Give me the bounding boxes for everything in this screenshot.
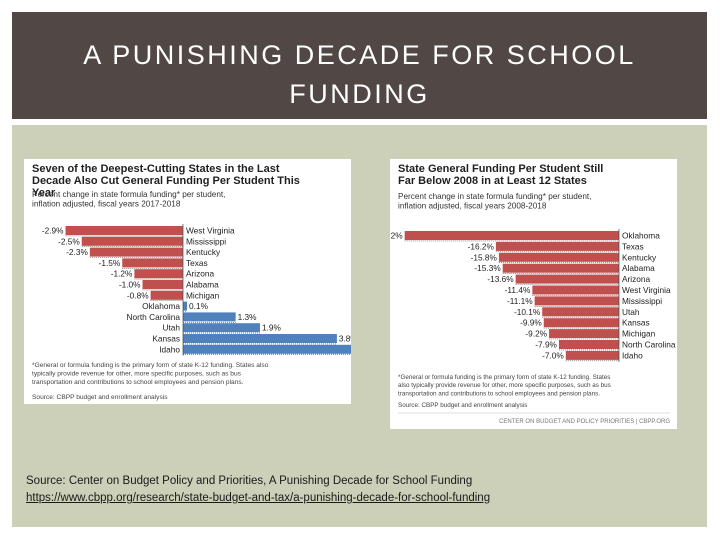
data-label: -2.3% [66, 247, 88, 257]
bar [502, 263, 619, 273]
bar [534, 296, 619, 306]
chart-subtitle: Percent change in state formula funding*… [32, 190, 225, 199]
chart-title: Decade Also Cut General Funding Per Stud… [32, 175, 300, 187]
data-label: 3.8% [339, 334, 351, 344]
data-label: 1.3% [238, 312, 258, 322]
slide-title: A PUNISHING DECADE FOR SCHOOL FUNDING [83, 40, 636, 109]
bar [498, 252, 619, 262]
source-citation: Source: Center on Budget Policy and Prio… [26, 473, 696, 507]
data-label: 0.1% [189, 301, 209, 311]
bar [81, 236, 183, 246]
category-label: Arizona [186, 269, 215, 279]
chart-title: State General Funding Per Student Still [398, 163, 603, 175]
chart-source: Source: CBPP budget and enrollment analy… [398, 402, 527, 409]
bar [404, 231, 619, 240]
bar [558, 340, 619, 349]
data-label: -7.0% [542, 350, 564, 360]
category-label: Kentucky [622, 252, 657, 262]
category-label: West Virginia [186, 226, 235, 236]
data-label: -16.2% [468, 241, 495, 251]
bar [495, 241, 619, 251]
chart-title: Year [32, 187, 56, 199]
bar [183, 334, 337, 343]
data-label: -10.1% [514, 307, 541, 317]
chart-footnote: transportation and contributions to scho… [32, 379, 244, 386]
chart-subtitle: inflation adjusted, fiscal years 2017-20… [32, 200, 181, 209]
category-label: Oklahoma [142, 301, 180, 311]
category-label: Kansas [152, 334, 180, 344]
data-label: 1.9% [262, 323, 282, 333]
data-label: -11.4% [505, 285, 531, 295]
chart-2008-2018-svg: State General Funding Per Student StillF… [390, 163, 676, 425]
data-label: -15.8% [471, 252, 498, 262]
bar [565, 350, 619, 360]
chart-footnote: *General or formula funding is the prima… [398, 374, 610, 381]
chart-footnote: also typically provide revenue for other… [398, 382, 611, 389]
data-label: -2.5% [58, 236, 80, 246]
data-label: -2.9% [42, 226, 64, 236]
data-label: -0.8% [127, 290, 149, 300]
chart-footnote: transportation and contributions to scho… [398, 390, 600, 397]
source-link[interactable]: https://www.cbpp.org/research/state-budg… [26, 492, 491, 504]
chart-2017-2018-svg: Seven of the Deepest-Cutting States in t… [32, 163, 351, 401]
category-label: West Virginia [622, 285, 671, 295]
category-label: Texas [622, 241, 644, 251]
category-label: Michigan [622, 329, 656, 339]
bar [142, 280, 183, 289]
category-label: North Carolina [622, 340, 676, 350]
content-area: Seven of the Deepest-Cutting States in t… [12, 125, 707, 527]
data-label: -1.2% [111, 269, 133, 279]
data-label: -9.9% [520, 318, 542, 328]
category-label: Utah [162, 323, 180, 333]
category-label: Oklahoma [622, 231, 660, 241]
bar [543, 318, 619, 328]
chart-title: Far Below 2008 in at Least 12 States [398, 175, 587, 187]
category-label: Idaho [159, 344, 180, 354]
bar [515, 274, 619, 284]
source-text: Source: Center on Budget Policy and Prio… [26, 475, 473, 487]
chart-credit: CENTER ON BUDGET AND POLICY PRIORITIES |… [499, 419, 670, 425]
category-label: Alabama [186, 280, 219, 290]
chart-subtitle: inflation adjusted, fiscal years 2008-20… [398, 202, 547, 211]
bar [150, 290, 183, 300]
bar [122, 258, 183, 268]
data-label: -15.3% [474, 263, 501, 273]
bar [542, 307, 619, 317]
bar [183, 344, 351, 354]
bar [134, 269, 183, 279]
bar [183, 323, 260, 333]
category-label: Kentucky [186, 247, 221, 257]
category-label: Mississippi [186, 236, 226, 246]
category-label: Mississippi [622, 296, 662, 306]
category-label: North Carolina [127, 312, 181, 322]
chart-footnote: typically provide revenue for other, mor… [32, 371, 242, 378]
data-label: -11.1% [507, 296, 533, 306]
category-label: Utah [622, 307, 640, 317]
category-label: Idaho [622, 350, 643, 360]
bar [532, 285, 619, 295]
category-label: Texas [186, 258, 208, 268]
bar [65, 226, 183, 235]
data-label: -9.2% [525, 329, 547, 339]
chart-footnote: *General or formula funding is the prima… [32, 362, 269, 369]
data-label: -1.5% [99, 258, 121, 268]
chart-source: Source: CBPP budget and enrollment analy… [32, 394, 168, 401]
title-band: A PUNISHING DECADE FOR SCHOOL FUNDING [12, 12, 707, 119]
data-label: -7.9% [535, 340, 557, 350]
category-label: Michigan [186, 290, 220, 300]
chart-title: Seven of the Deepest-Cutting States in t… [32, 163, 280, 175]
data-label: -28.2% [390, 231, 403, 241]
chart-subtitle: Percent change in state formula funding*… [398, 192, 591, 201]
bar [183, 312, 236, 322]
bar [89, 247, 183, 257]
category-label: Alabama [622, 263, 655, 273]
data-label: -13.6% [487, 274, 514, 284]
category-label: Kansas [622, 318, 650, 328]
chart-2008-2018: State General Funding Per Student Still F… [390, 159, 677, 429]
bar [183, 301, 188, 311]
data-label: -1.0% [119, 280, 141, 290]
category-label: Arizona [622, 274, 651, 284]
bar [549, 329, 619, 339]
chart-2017-2018: Seven of the Deepest-Cutting States in t… [24, 159, 351, 404]
